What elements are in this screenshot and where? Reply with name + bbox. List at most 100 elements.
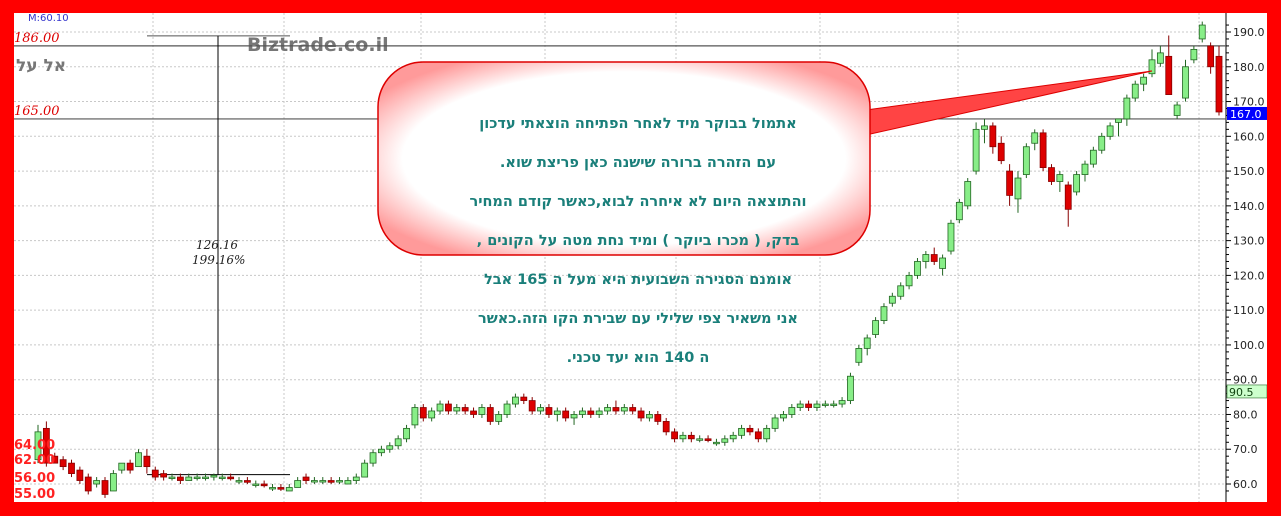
candle-body [872, 320, 879, 335]
candle-body [981, 125, 988, 130]
last-price-badge [1227, 106, 1267, 120]
candle-body [654, 414, 662, 422]
candle-body [352, 476, 360, 481]
candle-body [687, 434, 695, 440]
candle-body [185, 476, 193, 481]
candle-body [419, 407, 427, 419]
level-label: 165.00 [14, 104, 60, 119]
candle-body [34, 431, 42, 461]
indicator-label: M:60.10 [28, 13, 69, 24]
candle-body [880, 306, 888, 321]
ma-badge [1226, 384, 1267, 399]
candle-body [101, 480, 109, 495]
candle-body [436, 403, 444, 412]
candle-body [713, 441, 720, 445]
candle-body [503, 403, 511, 415]
symbol-label: אל על [16, 56, 66, 76]
candle-body [319, 480, 327, 483]
candle-body [930, 254, 938, 262]
candle-body [553, 410, 561, 415]
measure-change: 126.16 [196, 238, 238, 252]
candle-body [537, 407, 544, 412]
candle-body [1064, 184, 1072, 210]
candle-body [1140, 76, 1148, 85]
candle-body [1022, 146, 1030, 175]
candle-body [545, 407, 553, 415]
candle-body [914, 261, 921, 276]
annotation-text: אתמול בבוקר מיד לאחר הפתיחה הוצאתי עדכון… [399, 95, 877, 388]
y-tick-label: 90.0 [1233, 374, 1258, 387]
candle-body [294, 480, 302, 488]
candle-body [754, 431, 762, 440]
y-tick-label: 170.0 [1233, 96, 1265, 109]
y-tick-label: 100.0 [1233, 339, 1265, 352]
candle-body [428, 410, 436, 419]
candle-body [570, 414, 578, 419]
last-price-value: 167.0 [1230, 108, 1262, 121]
candle-body [1173, 104, 1181, 116]
candle-body [579, 410, 586, 415]
candle-body [679, 434, 687, 440]
candle-body [771, 417, 779, 429]
candle-body [838, 400, 846, 405]
candle-body [118, 462, 126, 471]
candle-body [1215, 55, 1223, 113]
candle-body [445, 403, 452, 412]
candle-body [1198, 24, 1206, 40]
level-label: 186.00 [14, 31, 60, 46]
candle-body [1031, 132, 1039, 144]
chart-area: 190.0 180.0 170.0 160.0 150.0 140.0 130.0 120.0… [14, 13, 1267, 502]
candle-body [478, 407, 486, 415]
candle-body [830, 403, 838, 406]
candle-body [378, 448, 385, 454]
candle-body [704, 438, 712, 441]
candle-body [403, 427, 410, 440]
candle-body [696, 438, 704, 441]
annotation-line: ה 140 הוא יעד טכני. [566, 349, 710, 366]
candle-body [955, 201, 963, 221]
candle-body [629, 407, 637, 412]
candle-body [302, 476, 310, 481]
ma-value: 90.5 [1229, 386, 1254, 399]
candle-body [210, 474, 218, 478]
candle-body [168, 476, 176, 479]
candle-body [671, 431, 678, 440]
candle-body [1081, 163, 1089, 175]
candle-body [939, 257, 946, 269]
candle-body [193, 476, 201, 479]
watermark: Biztrade.co.il [247, 34, 389, 56]
y-tick-label: 70.0 [1233, 443, 1258, 456]
candle-body [1115, 118, 1122, 123]
candle-body [780, 414, 787, 419]
candle-body [135, 452, 142, 468]
candle-body [486, 407, 494, 422]
candle-body [1123, 97, 1131, 120]
candle-body [344, 480, 352, 485]
candle-body [997, 142, 1005, 162]
callout-bubble [377, 61, 871, 256]
y-tick-label: 160.0 [1233, 130, 1265, 143]
candle-body [796, 403, 804, 408]
candle-body [721, 438, 729, 443]
callout-pointer [865, 70, 1153, 136]
candle-body [386, 445, 394, 450]
candle-body [847, 375, 854, 401]
candle-body [604, 407, 611, 412]
candle-body [1006, 170, 1014, 196]
candle-body [746, 427, 754, 433]
candle-body [888, 295, 896, 304]
candle-body [646, 414, 653, 419]
y-tick-label: 80.0 [1233, 408, 1258, 421]
candle-body [855, 348, 863, 363]
candle-body [788, 407, 796, 415]
candle-body [637, 410, 645, 419]
candle-body [512, 396, 519, 405]
annotation-line: אתמול בבוקר מיד לאחר הפתיחה הוצאתי עדכון [479, 115, 797, 132]
candle-body [411, 407, 419, 426]
left-price-label: 62.00 [14, 453, 55, 468]
candle-body [989, 125, 997, 148]
candle-body [126, 462, 134, 471]
candle-body [143, 455, 151, 468]
candle-body [972, 128, 980, 172]
candle-body [1106, 125, 1114, 137]
